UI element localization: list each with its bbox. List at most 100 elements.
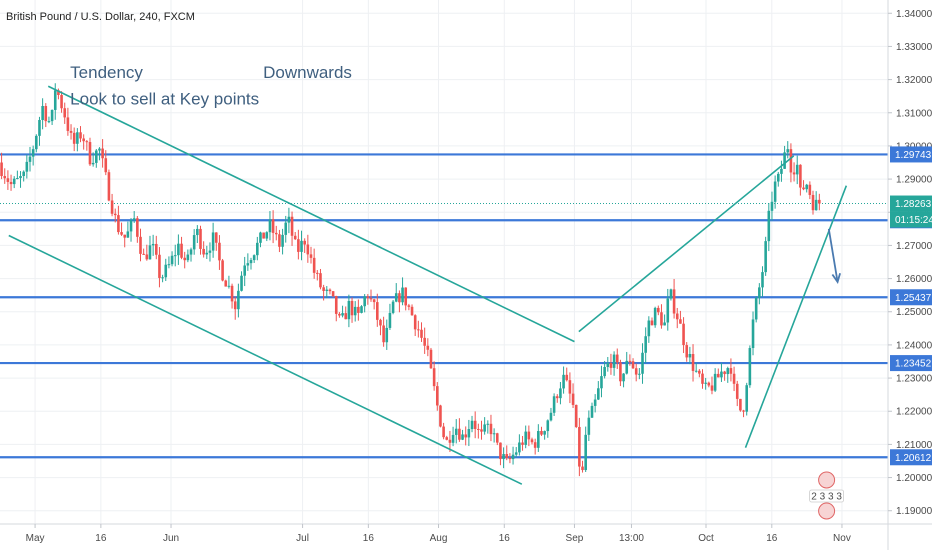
candle-body xyxy=(694,370,698,372)
candle-body xyxy=(625,360,629,374)
candle-body xyxy=(322,287,325,291)
candle-body xyxy=(783,152,786,169)
candle-body xyxy=(514,452,518,455)
candle-body xyxy=(120,232,123,235)
candle-body xyxy=(458,428,461,440)
level-price-tag-label: 1.29743 xyxy=(895,150,932,161)
candle-body xyxy=(170,255,174,265)
candle-body xyxy=(795,164,799,175)
candle-body xyxy=(429,349,433,369)
candle-body xyxy=(483,424,486,432)
candle-body xyxy=(164,264,168,278)
candle-body xyxy=(584,434,587,471)
candle-body xyxy=(189,249,193,255)
flag-icon-bottom xyxy=(818,502,836,520)
candle-body xyxy=(278,234,281,247)
candle-body xyxy=(366,296,370,299)
candle-body xyxy=(622,373,625,382)
candle-body xyxy=(587,417,591,435)
y-tick-label: 1.26000 xyxy=(896,274,932,285)
candle-body xyxy=(631,361,635,369)
candle-body xyxy=(480,429,483,432)
candle-body xyxy=(634,368,638,375)
forecast-arrow-shaft xyxy=(827,228,839,283)
candle-body xyxy=(297,239,300,252)
candle-body xyxy=(126,231,130,238)
y-tick-label: 1.21000 xyxy=(896,440,932,451)
y-tick-label: 1.34000 xyxy=(896,9,932,20)
candle-body xyxy=(767,210,771,242)
level-price-tag-box xyxy=(890,355,932,372)
forecast-arrow-head xyxy=(831,273,841,284)
candle-body xyxy=(606,363,610,367)
candle-body xyxy=(300,240,303,252)
candle-body xyxy=(770,201,774,211)
trend-line-upper-descending xyxy=(47,85,575,343)
candle-body xyxy=(533,442,537,448)
candle-body xyxy=(221,260,224,281)
level-price-tag-box xyxy=(890,146,932,163)
level-price-tag-label: 1.20612 xyxy=(895,453,932,464)
candle-body xyxy=(521,442,524,445)
candle-body xyxy=(107,172,111,201)
candle-body xyxy=(50,109,54,122)
candle-body xyxy=(407,305,411,307)
candle-body xyxy=(527,431,531,440)
candle-body xyxy=(723,371,726,375)
level-price-tag-label: 1.25437 xyxy=(895,293,932,304)
candle-body xyxy=(259,232,262,243)
candle-body xyxy=(0,162,3,177)
candle-body xyxy=(685,345,689,358)
candle-body xyxy=(511,454,515,460)
candle-body xyxy=(499,442,502,460)
time-axis[interactable]: May 16 Jun Jul 16 Aug 16 Sep 13:00 Oct 16 Nov xyxy=(26,524,851,544)
level-price-tag-box xyxy=(890,449,932,466)
candle-body xyxy=(382,325,385,343)
candle-body xyxy=(792,172,796,175)
candle-body xyxy=(47,121,51,123)
candle-body xyxy=(657,307,660,313)
event-badge-box xyxy=(809,489,845,503)
y-tick-label: 1.19000 xyxy=(896,506,932,517)
candle-body xyxy=(495,433,499,443)
candle-body xyxy=(650,320,654,326)
candle-body xyxy=(19,176,22,179)
candle-body xyxy=(581,466,584,471)
y-tick-label: 1.29000 xyxy=(896,175,932,186)
candle-body xyxy=(540,431,543,435)
candle-body xyxy=(113,213,117,216)
event-badge[interactable]: 2 3 3 3 xyxy=(809,471,845,520)
candle-body xyxy=(132,218,136,221)
candle-body xyxy=(363,296,366,307)
candle-body xyxy=(486,423,490,425)
candle-body xyxy=(66,117,70,131)
candle-body xyxy=(764,241,767,273)
countdown-tag-box xyxy=(890,211,932,228)
candle-body xyxy=(701,373,704,384)
candle-body xyxy=(518,442,521,453)
candle-body xyxy=(492,433,496,435)
x-tick-label: 16 xyxy=(95,533,107,544)
candle-body xyxy=(57,90,60,96)
candle-body xyxy=(445,437,449,440)
candle-body xyxy=(376,302,379,320)
trend-line-rising-wedge-top xyxy=(578,155,795,333)
candle-body xyxy=(274,232,278,235)
candle-body xyxy=(464,434,468,438)
candle-body xyxy=(716,373,720,378)
candle-body xyxy=(31,149,35,157)
candle-body xyxy=(385,327,389,343)
candle-body xyxy=(672,289,676,314)
candle-body xyxy=(9,181,13,185)
trend-line-lower-descending xyxy=(8,234,523,485)
x-tick-label: 16 xyxy=(499,533,511,544)
y-tick-label: 1.22000 xyxy=(896,407,932,418)
candle-body xyxy=(571,393,575,405)
candle-body xyxy=(202,248,205,255)
candle-body xyxy=(281,234,284,247)
candle-body xyxy=(735,383,739,399)
candle-body xyxy=(638,373,641,375)
candle-body xyxy=(237,290,240,310)
candle-body xyxy=(435,386,439,406)
